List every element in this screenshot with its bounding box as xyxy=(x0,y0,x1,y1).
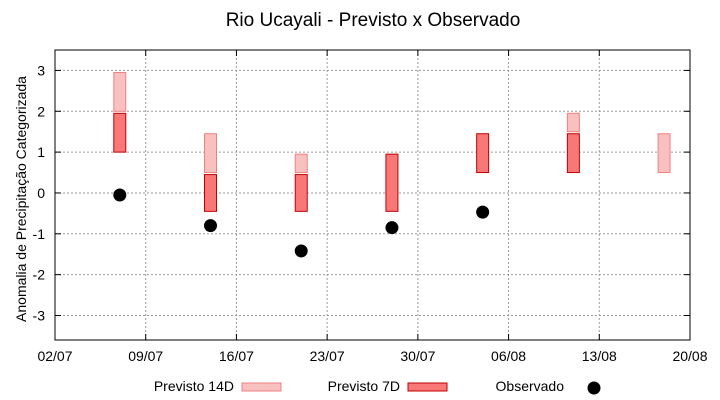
y-tick-label: -2 xyxy=(33,267,46,283)
chart-title: Rio Ucayali - Previsto x Observado xyxy=(226,10,521,31)
forecast-7d-bar xyxy=(476,133,490,174)
x-tick-label: 06/08 xyxy=(491,348,526,364)
forecast-14d-bar xyxy=(113,71,127,112)
x-tick-label: 30/07 xyxy=(400,348,435,364)
forecast-7d-bar xyxy=(566,133,580,174)
y-tick-label: 0 xyxy=(37,185,45,201)
forecast-7d-bar xyxy=(113,112,127,153)
legend-swatch xyxy=(241,382,282,392)
y-tick-label: 2 xyxy=(37,103,45,119)
forecast-14d-bar xyxy=(657,133,671,174)
forecast-7d-bar xyxy=(385,153,399,212)
legend-marker xyxy=(587,381,601,395)
x-tick-label: 20/08 xyxy=(672,348,707,364)
forecast-14d-bar xyxy=(204,133,218,174)
y-axis-label: Anomalia de Precipitação Categorizada xyxy=(13,76,29,322)
forecast-14d-bar xyxy=(566,112,580,133)
observed-point xyxy=(476,205,490,219)
legend-label: Observado xyxy=(496,378,565,394)
legend: Previsto 14D Previsto 7D Observado xyxy=(154,378,601,395)
x-tick-label: 13/08 xyxy=(582,348,617,364)
bars-layer xyxy=(113,71,671,212)
plot-frame xyxy=(54,49,691,341)
observed-point xyxy=(385,221,399,235)
forecast-7d-bar xyxy=(204,174,218,212)
observed-point xyxy=(113,188,127,202)
observed-point xyxy=(204,219,218,233)
gridlines xyxy=(54,50,691,340)
y-tick-label: -1 xyxy=(33,226,46,242)
legend-label: Previsto 14D xyxy=(154,378,234,394)
y-tick-label: 1 xyxy=(37,144,45,160)
forecast-14d-bar xyxy=(294,153,308,174)
y-tick-label: -3 xyxy=(33,307,46,323)
y-tick-label: 3 xyxy=(37,62,45,78)
x-tick-label: 23/07 xyxy=(310,348,345,364)
x-tick-label: 09/07 xyxy=(128,348,163,364)
x-tick-label: 16/07 xyxy=(219,348,254,364)
legend-swatch xyxy=(407,382,448,392)
x-tick-label: 02/07 xyxy=(37,348,72,364)
observed-point xyxy=(294,244,308,258)
observed-points-layer xyxy=(113,188,490,258)
axis-ticks: -3 -2 -1 0 1 2 3 02/07 09/07 16/07 23/07 30/07 06/08… xyxy=(33,50,708,364)
legend-label: Previsto 7D xyxy=(328,378,400,394)
forecast-7d-bar xyxy=(294,174,308,212)
